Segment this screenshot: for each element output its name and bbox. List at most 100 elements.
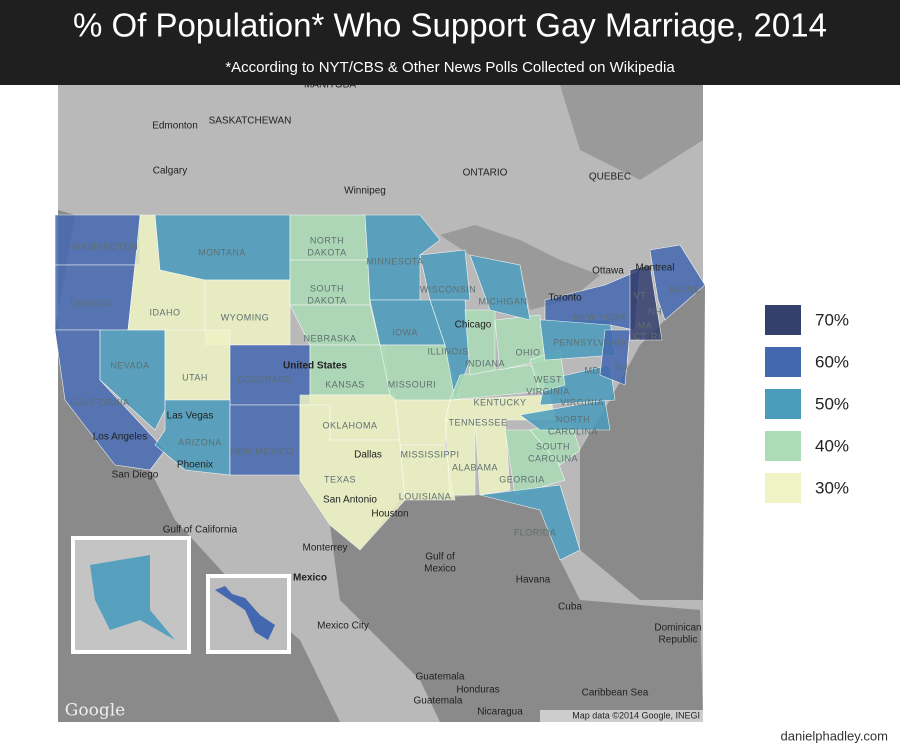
state-label: CAROLINA <box>548 426 598 436</box>
state <box>519 399 611 431</box>
state <box>229 404 301 476</box>
state-label: NORTH <box>310 235 344 245</box>
state <box>629 264 663 341</box>
place-label: Montreal <box>636 263 675 274</box>
legend-label: 50% <box>815 394 849 413</box>
place-label: Edmonton <box>152 121 198 132</box>
place-label: ONTARIO <box>463 168 508 179</box>
hawaii <box>215 586 275 640</box>
state-label: NJ <box>616 361 628 371</box>
state-label: VIRGINIA <box>560 397 604 407</box>
state-label: CT <box>634 331 647 341</box>
state-label: VIRGINIA <box>526 386 570 396</box>
state-label: CAROLINA <box>528 453 578 463</box>
place-label: Phoenix <box>177 460 213 471</box>
title: % Of Population* Who Support Gay Marriag… <box>73 7 827 44</box>
state-label: OHIO <box>515 347 540 357</box>
state-label: IDAHO <box>149 307 180 317</box>
place-label: Mexico <box>424 564 456 575</box>
place-label: Havana <box>516 575 551 586</box>
state-label: LOUISIANA <box>399 491 452 501</box>
place-label: Chicago <box>455 320 492 331</box>
header-bar <box>0 0 900 85</box>
place-label: United States <box>283 361 347 372</box>
state-label: GEORGIA <box>499 474 545 484</box>
state-label: ALABAMA <box>452 462 498 472</box>
state-label: OKLAHOMA <box>322 420 377 430</box>
gulf-caribbean <box>330 495 703 722</box>
atlantic-ocean <box>580 285 705 600</box>
place-label: Caribbean Sea <box>582 688 649 699</box>
place-label: Houston <box>371 509 408 520</box>
state-label: ILLINOIS <box>427 346 468 356</box>
place-label: Dallas <box>354 450 382 461</box>
place-label: Nicaragua <box>477 707 523 718</box>
state-label: MONTANA <box>198 247 246 257</box>
state-label: INDIANA <box>465 358 505 368</box>
state-label: MICHIGAN <box>479 296 528 306</box>
alaska <box>90 555 175 640</box>
place-label: Los Angeles <box>93 432 148 443</box>
legend-swatch <box>765 389 801 419</box>
great-lakes <box>440 225 600 310</box>
state-label: MISSISSIPPI <box>400 449 459 459</box>
legend-swatch <box>765 347 801 377</box>
state-label: SOUTH <box>536 441 570 451</box>
place-label: San Diego <box>112 470 159 481</box>
place-label: Gulf of California <box>163 525 238 536</box>
state <box>164 329 231 401</box>
state-label: MAINE <box>669 284 700 294</box>
state-label: IOWA <box>392 327 418 337</box>
state-label: NEW MEXICO <box>230 446 294 456</box>
labels: WASHINGTON OREGON CALIFORNIA NEVADA IDAHO MON… <box>70 80 701 718</box>
state-label: VT <box>634 290 647 300</box>
state-label: UTAH <box>182 372 208 382</box>
state <box>469 254 531 321</box>
state <box>649 244 706 321</box>
state-label: TEXAS <box>324 474 356 484</box>
place-label: QUEBEC <box>589 172 631 183</box>
place-label: Toronto <box>548 293 582 304</box>
state <box>479 484 581 561</box>
place-label: Winnipeg <box>344 186 386 197</box>
state-label: WASHINGTON <box>72 241 139 251</box>
state-label: KANSAS <box>325 379 365 389</box>
state <box>399 444 456 501</box>
place-label: SASKATCHEWAN <box>209 116 292 127</box>
state-label: NORTH <box>556 414 590 424</box>
state <box>539 364 616 406</box>
place-label: Calgary <box>153 166 187 177</box>
place-label: Las Vegas <box>167 411 214 422</box>
state <box>154 399 231 476</box>
hudson-bay <box>560 85 703 180</box>
state-label: DAKOTA <box>307 295 346 305</box>
place-label: Ottawa <box>592 266 624 277</box>
legend-swatch <box>765 305 801 335</box>
state-label: MISSOURI <box>388 379 437 389</box>
legend-label: 70% <box>815 310 849 329</box>
attribution: Map data ©2014 Google, INEGI <box>572 710 700 720</box>
place-label: Guatemala <box>416 672 465 683</box>
google-logo: Google <box>65 701 125 721</box>
state-label: ARIZONA <box>178 437 222 447</box>
state-label: KENTUCKY <box>473 397 526 407</box>
legend-label: 60% <box>815 352 849 371</box>
state <box>599 329 631 386</box>
place-label: Mexico <box>293 573 327 584</box>
place-label: Republic <box>659 635 698 646</box>
state-label: FLORIDA <box>514 527 557 537</box>
state-label: WYOMING <box>221 312 270 322</box>
state-label: DAKOTA <box>307 247 346 257</box>
credit: danielphadley.com <box>781 728 888 743</box>
legend-label: 40% <box>815 436 849 455</box>
state-label: WEST <box>534 374 562 384</box>
state-label: MA <box>638 320 653 330</box>
subtitle: *According to NYT/CBS & Other News Polls… <box>225 59 675 76</box>
place-label: Gulf of <box>425 552 455 563</box>
state-label: MINNESOTA <box>366 256 423 266</box>
place-label: Dominican <box>654 623 701 634</box>
place-label: Honduras <box>456 685 499 696</box>
states <box>54 214 706 561</box>
legend-swatch <box>765 473 801 503</box>
state-label: RI <box>651 331 661 341</box>
